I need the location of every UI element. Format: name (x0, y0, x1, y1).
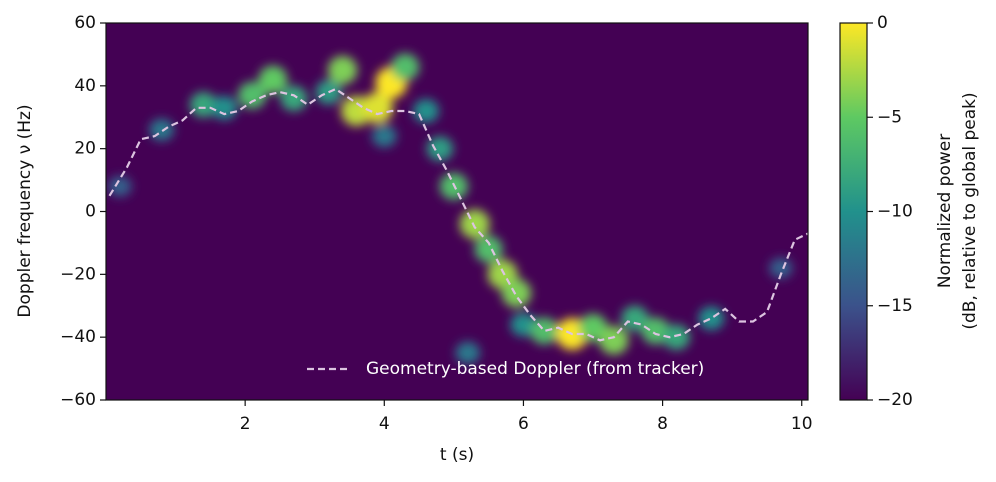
power-cell (769, 257, 793, 279)
power-cell (426, 136, 454, 162)
colorbar-label: (dB, relative to global peak) (960, 92, 980, 329)
colorbar-tick-label: −10 (877, 202, 913, 222)
power-cell (459, 209, 490, 239)
power-cell (698, 306, 725, 331)
colorbar-tick-label: −20 (877, 390, 913, 410)
colorbar-label: Normalized power (935, 134, 955, 288)
power-cell (501, 278, 532, 308)
y-tick-label: −40 (60, 327, 96, 347)
power-cell (621, 305, 649, 332)
power-cell (149, 118, 175, 142)
power-cell (211, 95, 238, 120)
power-cell (371, 124, 397, 148)
x-tick-label: 8 (657, 414, 668, 434)
y-axis-label: Doppler frequency ν (Hz) (15, 104, 35, 317)
power-cell (280, 85, 308, 112)
power-cell (390, 53, 420, 81)
y-tick-label: 40 (74, 76, 96, 96)
power-cell (662, 324, 691, 350)
x-tick-label: 4 (379, 414, 390, 434)
y-tick-label: 0 (85, 202, 96, 222)
power-cell (258, 65, 288, 94)
power-cell (361, 92, 394, 124)
power-cell (474, 235, 503, 263)
power-cell (641, 317, 670, 345)
power-cell (455, 341, 481, 365)
colorbar (839, 22, 868, 401)
colorbar-tick-label: 0 (877, 13, 888, 33)
y-tick-label: 20 (74, 139, 96, 159)
power-cell (599, 325, 629, 355)
power-cell (327, 55, 358, 85)
colorbar-tick-label: −15 (877, 296, 913, 316)
colorbar-tick-label: −5 (877, 107, 902, 127)
y-tick-label: −60 (60, 390, 96, 410)
power-cell (108, 175, 132, 197)
y-tick-label: −20 (60, 264, 96, 284)
x-tick-label: 6 (518, 414, 529, 434)
legend-label: Geometry-based Doppler (from tracker) (366, 359, 704, 379)
power-cell (530, 317, 559, 345)
power-cell (510, 312, 537, 337)
power-cell (189, 91, 218, 118)
power-cell (237, 81, 267, 109)
y-tick-label: 60 (74, 13, 96, 33)
x-tick-label: 2 (240, 414, 251, 434)
x-tick-label: 10 (791, 414, 813, 434)
power-cell (413, 98, 440, 123)
plot-background (106, 23, 808, 400)
x-axis-label: t (s) (440, 445, 474, 465)
doppler-line (108, 87, 808, 342)
